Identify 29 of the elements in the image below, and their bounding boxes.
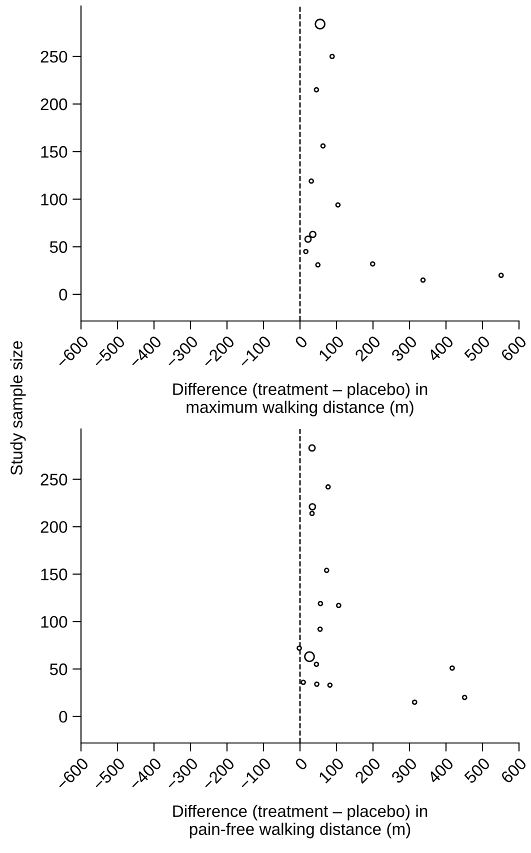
x-tick-label: 400	[426, 334, 454, 362]
y-tick-label: 200	[40, 521, 68, 533]
x-tick-label: 0	[294, 334, 308, 349]
y-tick-label: 50	[50, 663, 68, 676]
y-tick-label: 100	[41, 616, 68, 628]
y-tick-label: 0	[59, 710, 68, 723]
y-tick-label: 100	[41, 194, 68, 206]
x-tick-label: 600	[500, 334, 528, 362]
y-tick-label: 250	[40, 474, 68, 486]
y-tick-label: 150	[41, 146, 68, 158]
x-tick-label: 100	[318, 756, 345, 784]
x-tick-label: 100	[318, 334, 345, 362]
x-tick-label: 200	[354, 756, 382, 784]
x-tick-label: 400	[426, 756, 454, 784]
x-axis-title: Difference (treatment – placebo) in pain-free walking distance (m)	[173, 804, 428, 838]
x-axis-title: Difference (treatment – placebo) in maximum walking distance (m)	[173, 382, 428, 416]
x-tick-label: 500	[464, 756, 491, 784]
y-tick-label: 0	[59, 288, 68, 301]
y-tick-label: 250	[40, 50, 68, 63]
y-tick-label: 50	[50, 241, 68, 253]
x-tick-label: 300	[390, 756, 418, 784]
x-tick-label: 300	[390, 334, 418, 362]
y-axis-title: Study sample size	[10, 341, 26, 475]
x-tick-label: 0	[294, 756, 308, 771]
x-tick-label: 500	[464, 334, 491, 362]
y-tick-label: 150	[41, 568, 68, 580]
y-tick-label: 200	[40, 98, 68, 110]
x-tick-label: 200	[354, 334, 382, 362]
x-tick-label: 600	[500, 756, 528, 784]
